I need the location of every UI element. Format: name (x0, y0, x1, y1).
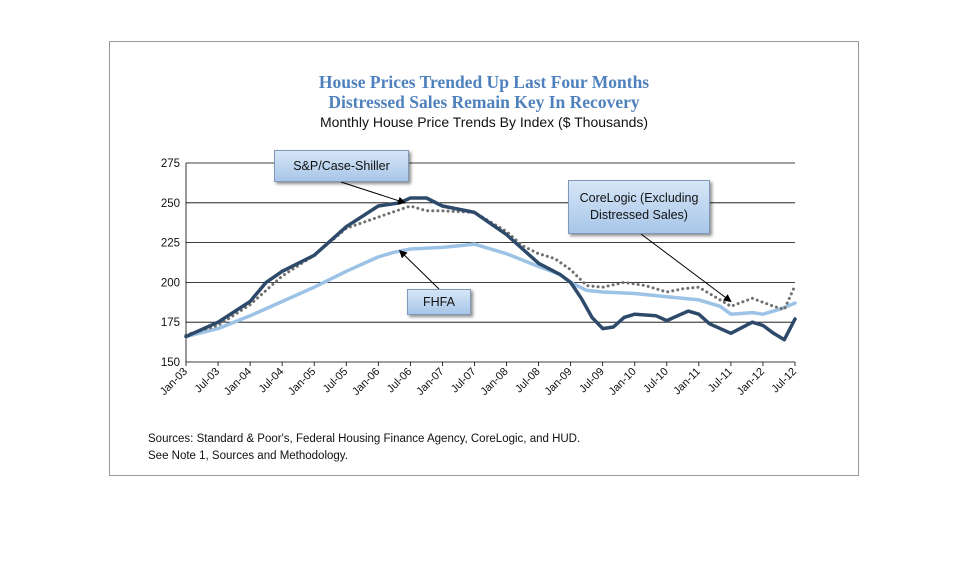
y-tick-label: 225 (161, 238, 180, 250)
x-tick-label: Jan-06 (350, 366, 382, 398)
x-tick-label: Jul-04 (257, 366, 287, 396)
x-tick-label: Jul-11 (706, 366, 735, 395)
chart-frame: House Prices Trended Up Last Four Months… (109, 41, 859, 476)
x-tick-label: Jan-12 (735, 366, 767, 398)
x-tick-label: Jul-10 (641, 366, 671, 396)
methodology-note: See Note 1, Sources and Methodology. (148, 450, 348, 462)
callout-fhfa: FHFA (407, 289, 471, 315)
series-line-fhfa (184, 242, 797, 339)
chart-title: House Prices Trended Up Last Four Months (318, 72, 650, 92)
series-line-s-p-case-shiller (184, 196, 797, 342)
callout-corelogic: CoreLogic (Excluding Distressed Sales) (568, 180, 710, 234)
annotation-arrow (640, 233, 732, 303)
series-line-corelogic-excluding-distressed-sales (184, 204, 797, 337)
x-tick-label: Jul-08 (513, 366, 543, 396)
chart-title-line2: Distressed Sales Remain Key In Recovery (328, 92, 640, 112)
sources-note: Sources: Standard & Poor's, Federal Hous… (148, 431, 580, 465)
x-tick-label: Jul-12 (769, 366, 799, 396)
x-tick-label: Jul-09 (577, 366, 607, 396)
x-tick-label: Jan-04 (222, 366, 254, 398)
y-tick-label: 150 (161, 357, 180, 369)
annotation-arrow (398, 249, 440, 290)
x-tick-label: Jan-11 (671, 366, 703, 398)
x-tick-label: Jan-03 (158, 366, 190, 398)
x-tick-label: Jul-05 (321, 366, 351, 396)
callout-sp-case-shiller: S&P/Case-Shiller (274, 150, 409, 182)
x-tick-label: Jul-07 (449, 366, 479, 396)
y-tick-label: 200 (161, 277, 180, 289)
x-tick-label: Jan-07 (414, 366, 446, 398)
sources-line: Sources: Standard & Poor's, Federal Hous… (148, 433, 581, 445)
y-tick-label: 175 (161, 317, 180, 329)
x-tick-label: Jan-09 (542, 366, 574, 398)
x-tick-label: Jan-05 (286, 366, 318, 398)
chart-subtitle: Monthly House Price Trends By Index ($ T… (319, 114, 649, 130)
x-tick-label: Jan-10 (607, 366, 639, 398)
y-tick-label: 250 (161, 198, 180, 210)
x-tick-label: Jan-08 (478, 366, 510, 398)
x-tick-label: Jul-06 (385, 366, 415, 396)
y-tick-label: 275 (161, 158, 180, 170)
x-tick-label: Jul-03 (192, 366, 222, 396)
annotation-arrow (340, 181, 406, 205)
